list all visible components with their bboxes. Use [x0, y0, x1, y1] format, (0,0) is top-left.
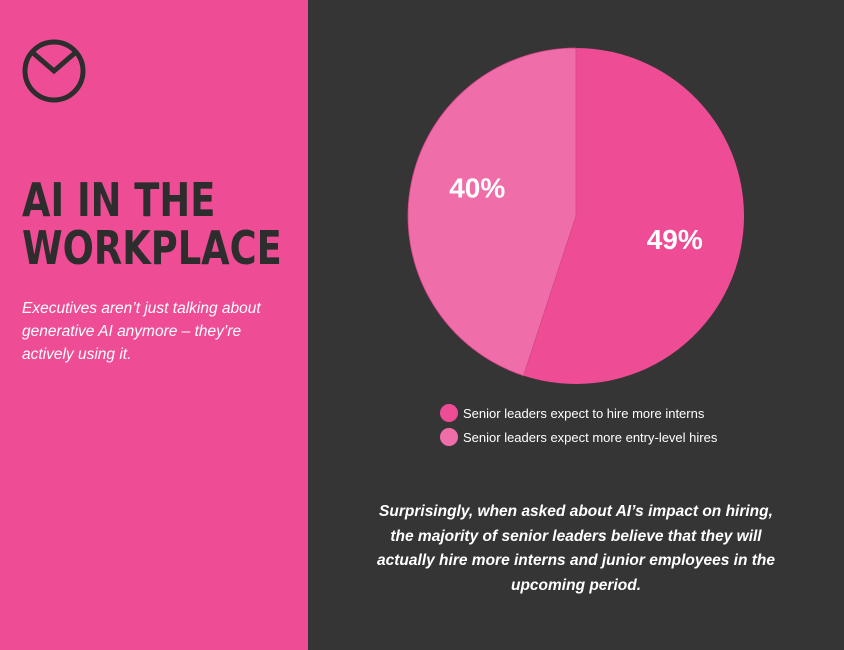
left-panel: AI IN THE WORKPLACE Executives aren’t ju…: [0, 0, 308, 650]
clock-logo-icon: [22, 39, 86, 103]
pie-slice-interns: [523, 48, 744, 384]
legend-label-interns: Senior leaders expect to hire more inter…: [463, 405, 705, 421]
legend-item-interns: Senior leaders expect to hire more inter…: [440, 401, 717, 425]
legend-label-entry-level: Senior leaders expect more entry-level h…: [463, 429, 718, 445]
legend-swatch-interns: [440, 404, 458, 422]
pie-chart: 49% 40%: [407, 47, 744, 384]
title-line-1: AI IN THE: [22, 173, 216, 227]
chart-legend: Senior leaders expect to hire more inter…: [440, 401, 717, 449]
page-title: AI IN THE WORKPLACE: [22, 176, 282, 272]
legend-swatch-entry-level: [440, 428, 458, 446]
page-subtitle: Executives aren’t just talking about gen…: [22, 300, 261, 363]
slice-label-entry-level: 40%: [449, 173, 505, 204]
legend-item-entry-level: Senior leaders expect more entry-level h…: [440, 425, 717, 449]
chart-caption: Surprisingly, when asked about AI’s impa…: [377, 503, 775, 594]
slice-label-interns: 49%: [647, 224, 703, 255]
title-line-2: WORKPLACE: [22, 221, 282, 275]
pie-slice-entry-level: [407, 47, 577, 377]
